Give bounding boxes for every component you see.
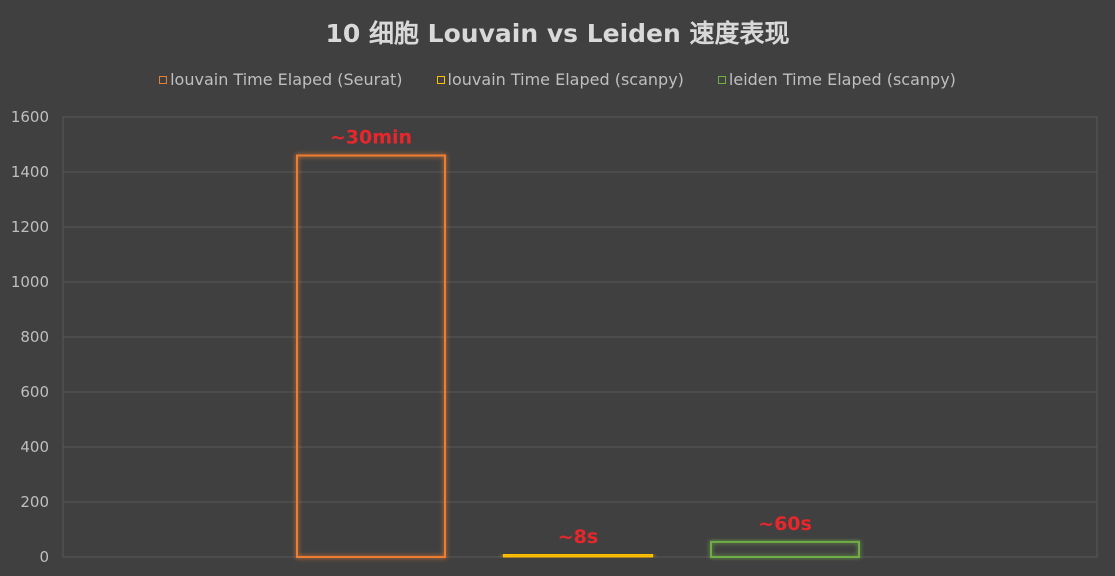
y-tick-label: 1000 bbox=[11, 273, 49, 291]
bar bbox=[710, 540, 860, 558]
legend-swatch-seurat-louvain bbox=[159, 75, 168, 84]
legend: louvain Time Elaped (Seurat) louvain Tim… bbox=[0, 70, 1115, 89]
bar bbox=[296, 154, 446, 558]
y-tick-label: 800 bbox=[20, 328, 49, 346]
y-tick-label: 1200 bbox=[11, 218, 49, 236]
legend-item-scanpy-louvain: louvain Time Elaped (scanpy) bbox=[436, 70, 684, 89]
bar bbox=[503, 553, 653, 558]
y-tick-label: 600 bbox=[20, 383, 49, 401]
y-tick-label: 1400 bbox=[11, 163, 49, 181]
data-label: ~60s bbox=[758, 513, 812, 535]
legend-swatch-scanpy-leiden bbox=[717, 75, 726, 84]
legend-swatch-scanpy-louvain bbox=[436, 75, 445, 84]
chart-title: 10 细胞 Louvain vs Leiden 速度表现 bbox=[325, 19, 790, 48]
y-tick-label: 1600 bbox=[11, 108, 49, 126]
y-tick-label: 0 bbox=[39, 548, 49, 566]
legend-label-seurat-louvain: louvain Time Elaped (Seurat) bbox=[170, 70, 403, 89]
legend-item-seurat-louvain: louvain Time Elaped (Seurat) bbox=[159, 70, 403, 89]
legend-label-scanpy-louvain: louvain Time Elaped (scanpy) bbox=[447, 70, 684, 89]
y-tick-label: 400 bbox=[20, 438, 49, 456]
legend-item-scanpy-leiden: leiden Time Elaped (scanpy) bbox=[717, 70, 956, 89]
y-tick-label: 200 bbox=[20, 493, 49, 511]
data-label: ~30min bbox=[330, 127, 412, 149]
legend-label-scanpy-leiden: leiden Time Elaped (scanpy) bbox=[728, 70, 956, 89]
data-label: ~8s bbox=[558, 526, 598, 548]
